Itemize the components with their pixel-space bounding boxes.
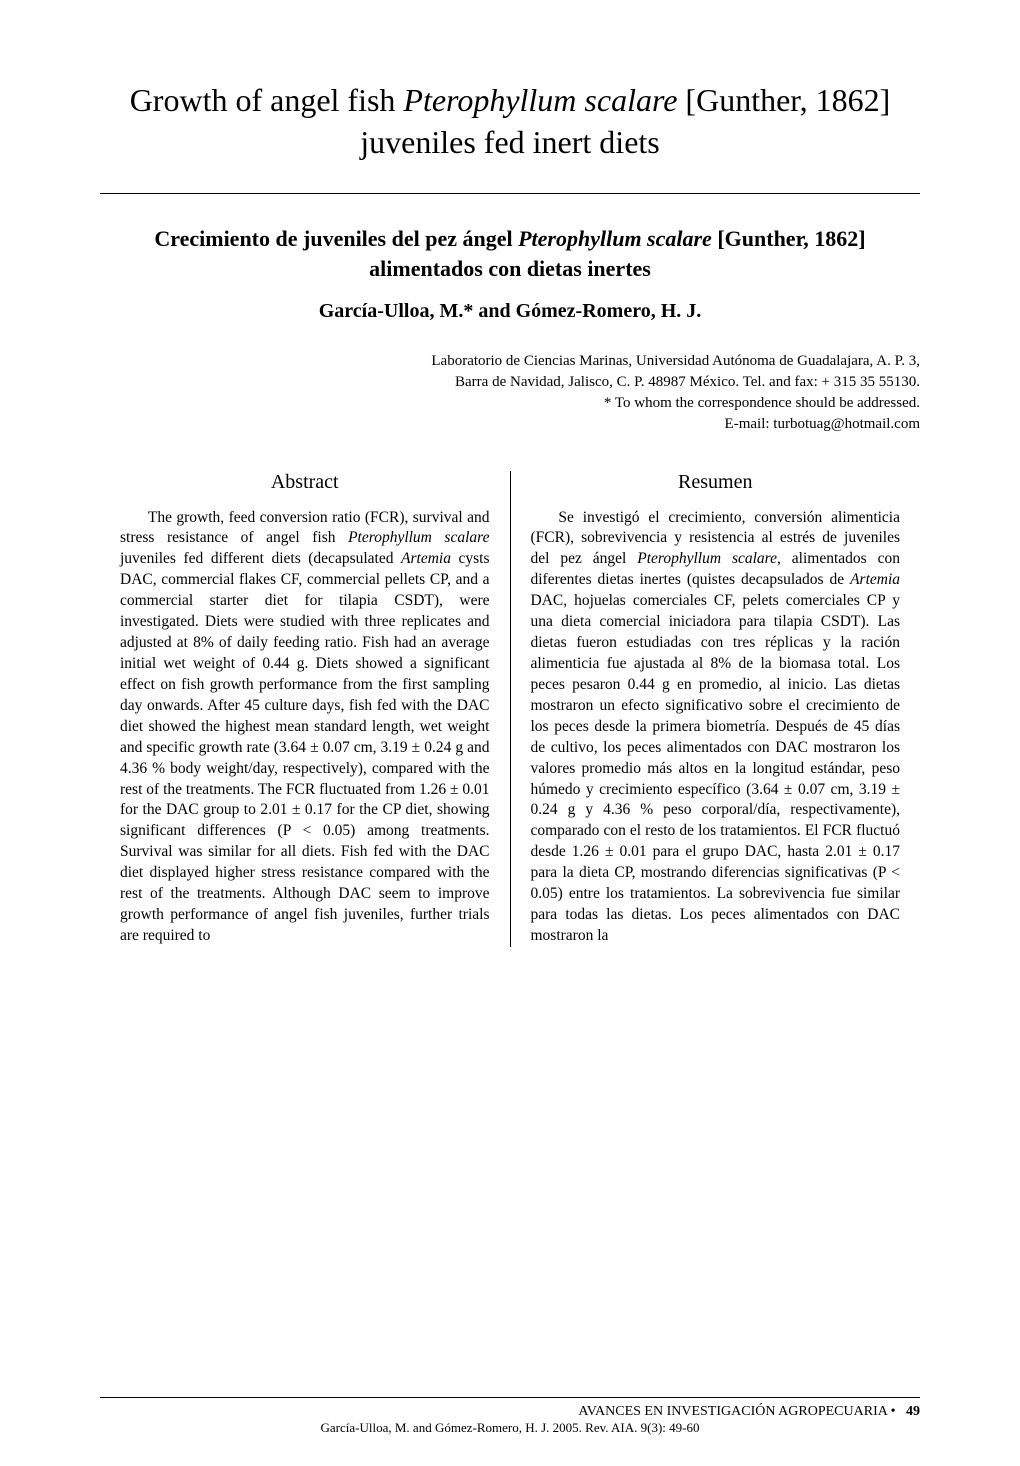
title-species: Pterophyllum scalare (403, 82, 677, 118)
resumen-column: Resumen Se investigó el crecimiento, con… (511, 471, 921, 947)
affiliation-line2: Barra de Navidad, Jalisco, C. P. 48987 M… (260, 372, 920, 393)
affiliation-line4: E-mail: turbotuag@hotmail.com (260, 414, 920, 435)
subtitle-part1: Crecimiento de juveniles del pez ángel (154, 226, 518, 251)
journal-name: AVANCES EN INVESTIGACIÓN AGROPECUARIA (578, 1404, 887, 1419)
page-footer: AVANCES EN INVESTIGACIÓN AGROPECUARIA • … (100, 1397, 920, 1436)
subtitle-species: Pterophyllum scalare (518, 226, 712, 251)
authors: García-Ulloa, M.* and Gómez-Romero, H. J… (100, 300, 920, 323)
abstract-text-b: juveniles fed different diets (decapsula… (120, 550, 401, 567)
title-rule (100, 193, 920, 194)
abstract-species1: Pterophyllum scalare (348, 529, 489, 546)
abstract-heading: Abstract (120, 471, 490, 494)
footer-bullet: • (891, 1404, 896, 1419)
footer-rule (100, 1397, 920, 1398)
resumen-species2: Artemia (850, 571, 900, 588)
footer-journal-line: AVANCES EN INVESTIGACIÓN AGROPECUARIA • … (100, 1404, 920, 1420)
footer-citation: García-Ulloa, M. and Gómez-Romero, H. J.… (100, 1420, 920, 1436)
affiliation-line1: Laboratorio de Ciencias Marinas, Univers… (260, 351, 920, 372)
resumen-heading: Resumen (531, 471, 901, 494)
affiliation-block: Laboratorio de Ciencias Marinas, Univers… (100, 351, 920, 435)
page-number: 49 (906, 1404, 920, 1419)
article-title: Growth of angel fish Pterophyllum scalar… (100, 80, 920, 163)
two-column-layout: Abstract The growth, feed conversion rat… (100, 471, 920, 947)
abstract-species2: Artemia (401, 550, 451, 567)
resumen-text-c: DAC, hojuelas comerciales CF, pelets com… (531, 592, 901, 944)
resumen-body: Se investigó el crecimiento, conversión … (531, 508, 901, 947)
resumen-species1: Pterophyllum scalare (637, 550, 777, 567)
abstract-text-c: cysts DAC, commercial flakes CF, commerc… (120, 550, 490, 944)
abstract-body: The growth, feed conversion ratio (FCR),… (120, 508, 490, 947)
article-subtitle: Crecimiento de juveniles del pez ángel P… (100, 224, 920, 283)
abstract-column: Abstract The growth, feed conversion rat… (100, 471, 511, 947)
title-part1: Growth of angel fish (130, 82, 404, 118)
affiliation-line3: * To whom the correspondence should be a… (260, 393, 920, 414)
